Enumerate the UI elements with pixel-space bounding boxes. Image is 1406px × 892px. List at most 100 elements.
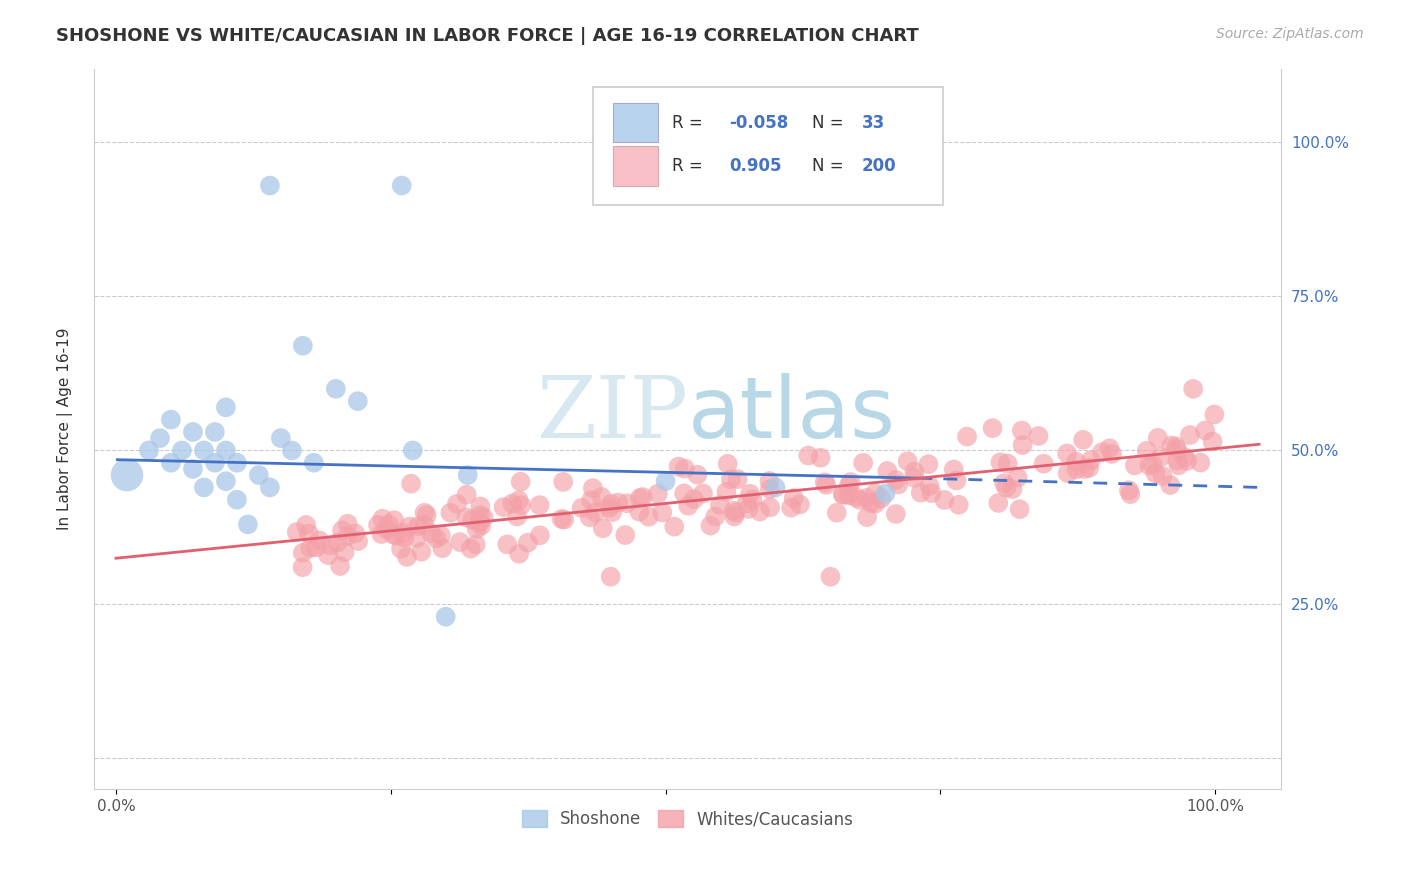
Point [1028, 429, 1050, 443]
FancyBboxPatch shape [592, 87, 943, 205]
Point [852, 456, 875, 470]
Point [887, 477, 910, 491]
Point [375, 522, 398, 536]
Point [631, 490, 654, 504]
Point [160, 456, 183, 470]
Text: 200: 200 [862, 157, 897, 175]
Point [692, 486, 714, 500]
Point [413, 518, 436, 533]
Point [723, 504, 745, 518]
Point [699, 518, 721, 533]
Point [529, 528, 551, 542]
Point [724, 506, 747, 520]
Bar [613, 146, 658, 186]
Point [723, 509, 745, 524]
Point [845, 490, 868, 504]
Point [470, 500, 492, 514]
Point [509, 475, 531, 489]
Point [325, 382, 347, 396]
Point [1159, 478, 1181, 492]
Point [831, 488, 853, 502]
Point [225, 456, 247, 470]
Text: R =: R = [672, 113, 709, 132]
Point [1174, 450, 1197, 465]
Point [592, 521, 614, 535]
Point [270, 431, 292, 445]
Point [903, 465, 925, 479]
Point [727, 472, 749, 486]
Point [308, 533, 330, 548]
Point [1066, 462, 1088, 476]
Point [299, 541, 322, 555]
Point [942, 462, 965, 476]
Point [1137, 458, 1160, 473]
Point [582, 481, 605, 495]
Point [856, 510, 879, 524]
Point [138, 443, 160, 458]
Point [948, 498, 970, 512]
Point [863, 497, 886, 511]
Point [628, 491, 651, 505]
Point [394, 531, 416, 545]
Point [797, 449, 820, 463]
Text: atlas: atlas [688, 373, 896, 456]
Point [333, 545, 356, 559]
Point [439, 506, 461, 520]
Point [1056, 446, 1078, 460]
Point [1101, 447, 1123, 461]
Point [370, 527, 392, 541]
Point [305, 541, 328, 555]
Point [472, 510, 495, 524]
Text: -0.058: -0.058 [730, 113, 789, 132]
Point [1182, 382, 1205, 396]
Point [149, 431, 172, 445]
Point [193, 443, 215, 458]
Point [1204, 408, 1226, 422]
Point [737, 502, 759, 516]
Point [981, 421, 1004, 435]
Point [281, 443, 304, 458]
Text: 0.905: 0.905 [730, 157, 782, 175]
Point [456, 510, 478, 524]
Point [628, 505, 651, 519]
Point [346, 394, 368, 409]
Point [815, 478, 838, 492]
Point [1098, 442, 1121, 456]
Point [432, 541, 454, 556]
Point [470, 508, 492, 523]
Point [446, 497, 468, 511]
Point [678, 499, 700, 513]
Point [1080, 453, 1102, 467]
Point [1175, 454, 1198, 468]
Point [741, 492, 763, 507]
Point [434, 609, 457, 624]
Point [1071, 433, 1094, 447]
Point [765, 480, 787, 494]
Point [995, 481, 1018, 495]
Point [759, 482, 782, 496]
Point [501, 497, 523, 511]
Point [516, 535, 538, 549]
Point [884, 473, 907, 487]
Point [945, 474, 967, 488]
Point [402, 443, 425, 458]
Point [420, 526, 443, 541]
Point [347, 534, 370, 549]
Point [709, 498, 731, 512]
Text: Source: ZipAtlas.com: Source: ZipAtlas.com [1216, 27, 1364, 41]
Point [406, 531, 429, 545]
Point [1064, 455, 1087, 469]
Point [391, 178, 413, 193]
Point [193, 480, 215, 494]
Point [1078, 460, 1101, 475]
Point [496, 537, 519, 551]
Point [160, 412, 183, 426]
Point [884, 507, 907, 521]
Point [987, 496, 1010, 510]
Point [579, 493, 602, 508]
Point [716, 484, 738, 499]
Point [647, 487, 669, 501]
Point [738, 487, 761, 501]
Y-axis label: In Labor Force | Age 16-19: In Labor Force | Age 16-19 [58, 327, 73, 530]
Point [583, 506, 606, 520]
